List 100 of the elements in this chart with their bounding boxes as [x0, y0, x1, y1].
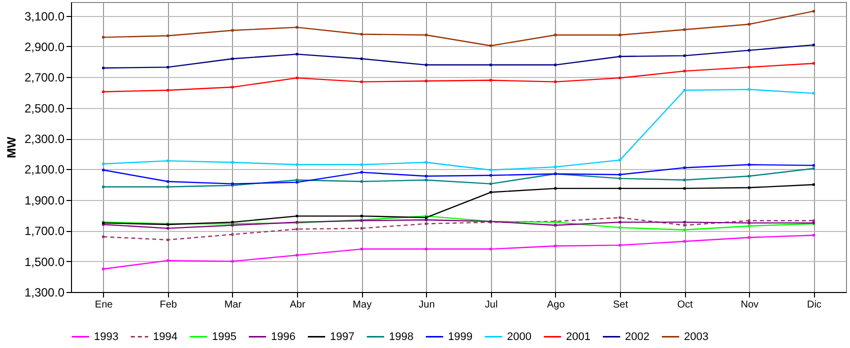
point — [554, 80, 557, 84]
legend-label: 1993 — [94, 330, 118, 343]
point — [683, 187, 686, 190]
y-tick-label: 3,100.0 — [24, 9, 65, 24]
point — [166, 227, 170, 230]
x-tick-label: Ene — [94, 300, 114, 310]
x-tick-label: Set — [612, 300, 628, 310]
point — [812, 44, 815, 46]
point — [618, 226, 622, 229]
legend-label: 2003 — [684, 330, 708, 343]
x-tick-label: Jul — [484, 300, 498, 310]
line-series — [102, 10, 815, 47]
x-tick-label: Jun — [418, 300, 435, 310]
legend-label: 1995 — [212, 330, 236, 343]
point — [360, 214, 363, 218]
point — [683, 70, 686, 72]
line-series — [102, 163, 815, 186]
point — [296, 214, 298, 218]
point — [618, 158, 622, 162]
point — [683, 54, 686, 57]
line-series — [102, 167, 815, 188]
point — [102, 162, 105, 166]
point — [554, 187, 557, 190]
line-series — [102, 216, 815, 242]
x-tick-label: Mar — [224, 300, 242, 310]
point — [618, 76, 622, 80]
point — [360, 227, 363, 230]
line-series — [102, 62, 815, 93]
point — [618, 244, 622, 246]
point — [360, 248, 363, 250]
y-tick-label: 2,900.0 — [24, 40, 65, 54]
point — [812, 62, 815, 65]
point — [618, 187, 622, 190]
point — [683, 240, 686, 243]
x-tick-label: Nov — [740, 300, 759, 310]
x-tick-label: May — [352, 300, 372, 310]
point — [102, 186, 105, 188]
point — [296, 228, 298, 230]
point — [296, 181, 298, 184]
point — [296, 163, 298, 166]
point — [748, 236, 750, 239]
point — [166, 186, 170, 188]
point — [812, 10, 815, 12]
point — [812, 164, 815, 167]
point — [360, 80, 363, 84]
point — [231, 86, 234, 88]
point — [748, 49, 750, 52]
x-tick-label: Feb — [160, 300, 178, 310]
point — [618, 216, 622, 219]
line-series — [102, 44, 815, 70]
point — [683, 228, 686, 232]
point — [296, 52, 298, 56]
point — [554, 244, 557, 248]
point — [683, 220, 686, 224]
point — [231, 233, 234, 236]
point — [231, 260, 234, 263]
y-tick-label: 1,500.0 — [24, 254, 65, 269]
legend-label: 1999 — [448, 330, 472, 343]
line-series — [102, 183, 815, 226]
y-tick-label: 1,300.0 — [24, 286, 65, 300]
y-tick-label: 2,100.0 — [24, 162, 65, 177]
point — [748, 66, 750, 68]
legend-label: 1994 — [153, 330, 178, 343]
legend-label: 1997 — [330, 330, 354, 343]
point — [618, 177, 622, 180]
x-tick-label: Abr — [290, 300, 306, 310]
x-tick-label: Dic — [806, 300, 822, 310]
point — [231, 161, 234, 164]
x-tick-label: Oct — [677, 300, 694, 310]
point — [618, 55, 622, 58]
point — [360, 163, 363, 166]
point — [683, 166, 686, 169]
point — [296, 254, 298, 256]
y-axis-title: MW — [4, 136, 18, 158]
point — [554, 166, 557, 168]
point — [748, 88, 750, 91]
legend-label: 2001 — [566, 330, 590, 343]
y-tick-label: 1,700.0 — [24, 224, 65, 238]
point — [231, 29, 234, 32]
y-tick-label: 1,900.0 — [24, 193, 65, 208]
y-tick-label: 2,500.0 — [24, 101, 65, 116]
point — [748, 186, 750, 189]
y-tick-label: 2,300.0 — [24, 132, 65, 146]
line-series — [102, 88, 815, 172]
point — [554, 64, 557, 66]
point — [166, 238, 170, 242]
legend-label: 1996 — [271, 330, 296, 343]
point — [618, 173, 622, 176]
point — [812, 92, 815, 95]
line-series — [102, 234, 815, 270]
y-tick-label: 2,700.0 — [24, 70, 65, 85]
point — [618, 220, 622, 224]
legend-label: 1998 — [389, 330, 414, 343]
point — [296, 76, 298, 80]
point — [748, 174, 750, 178]
point — [812, 183, 815, 186]
legend-label: 2000 — [507, 330, 532, 343]
legend-label: 2002 — [625, 330, 650, 343]
x-tick-label: Ago — [546, 300, 566, 310]
point — [748, 163, 750, 166]
